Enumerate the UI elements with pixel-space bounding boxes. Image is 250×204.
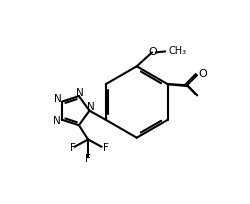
Text: F: F — [70, 143, 75, 153]
Text: F: F — [85, 154, 91, 164]
Text: N: N — [76, 88, 84, 98]
Text: CH₃: CH₃ — [168, 46, 186, 57]
Text: O: O — [198, 69, 206, 79]
Text: N: N — [54, 94, 62, 104]
Text: O: O — [148, 47, 157, 57]
Text: F: F — [103, 143, 109, 153]
Text: N: N — [53, 116, 61, 126]
Text: N: N — [86, 102, 94, 112]
